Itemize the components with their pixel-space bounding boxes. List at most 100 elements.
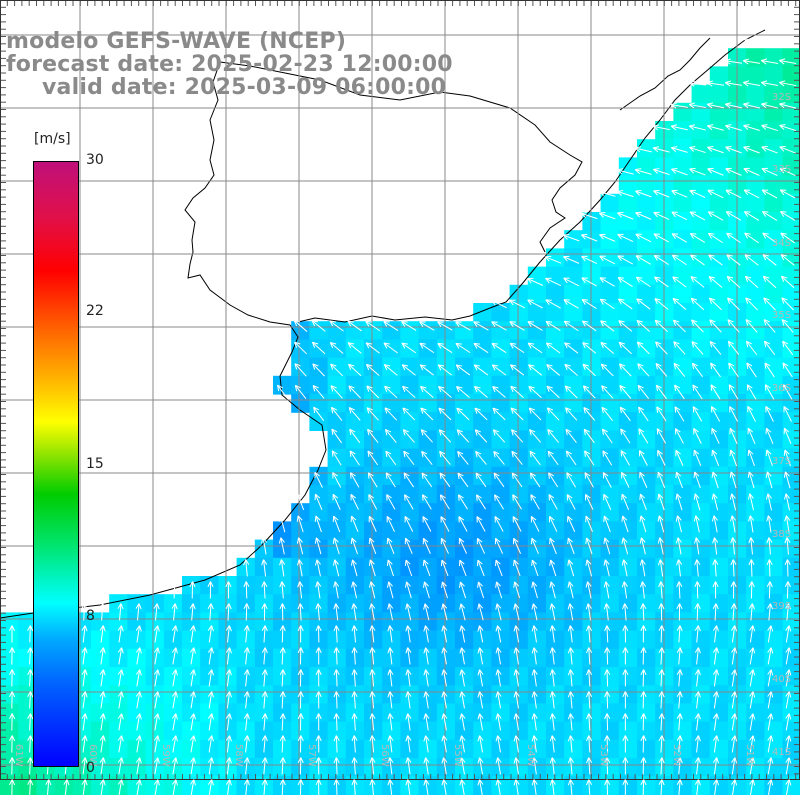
wind-arrow — [45, 779, 52, 797]
wind-arrow — [405, 757, 412, 775]
wind-speed-cell — [655, 121, 674, 140]
wind-speed-cell — [691, 375, 711, 395]
wind-speed-cell — [309, 412, 329, 431]
wind-speed-cell — [782, 84, 800, 104]
wind-arrow — [655, 341, 668, 355]
wind-arrow — [603, 559, 610, 577]
wind-speed-cell — [473, 521, 492, 541]
wind-speed-cell — [418, 412, 438, 431]
wind-arrow — [311, 320, 326, 332]
wind-arrow — [567, 691, 574, 709]
wind-arrow — [711, 515, 718, 533]
wind-speed-cell — [709, 139, 729, 158]
wind-arrow — [438, 429, 452, 443]
wind-arrow — [189, 713, 196, 731]
wind-speed-cell — [637, 703, 656, 723]
wind-arrow — [707, 211, 724, 221]
wind-arrow — [549, 779, 556, 797]
wind-speed-cell — [618, 557, 638, 577]
wind-speed-cell — [546, 466, 565, 486]
wind-arrow — [494, 537, 504, 554]
wind-arrow — [171, 779, 178, 797]
wind-arrows — [8, 36, 797, 797]
longitude-label: 61W — [13, 744, 24, 767]
wind-speed-cell — [400, 375, 420, 395]
wind-speed-cell — [455, 321, 474, 340]
wind-arrow — [473, 342, 489, 354]
wind-speed-cell — [582, 248, 602, 268]
wind-arrow — [708, 254, 723, 266]
wind-speed-cell — [345, 594, 365, 613]
wind-speed-cell — [91, 630, 110, 650]
wind-arrow — [749, 757, 756, 775]
wind-speed-cell — [327, 412, 347, 431]
wind-arrow — [640, 735, 647, 753]
wind-arrow — [477, 647, 484, 665]
wind-arrow — [81, 735, 88, 753]
wind-arrow — [639, 493, 647, 511]
colorbar — [33, 161, 79, 767]
wind-arrow — [694, 581, 701, 599]
wind-arrow — [423, 625, 430, 643]
wind-speed-cell — [182, 703, 201, 723]
wind-speed-cell — [746, 412, 765, 431]
wind-arrow — [727, 319, 740, 333]
wind-arrow — [153, 779, 160, 797]
latitude-label: 38S — [772, 529, 791, 540]
wind-arrow — [547, 428, 560, 443]
wind-speed-cell — [637, 576, 656, 595]
wind-speed-cell — [746, 248, 765, 268]
wind-speed-cell — [709, 212, 729, 231]
wind-arrow — [691, 362, 704, 378]
wind-speed-cell — [637, 375, 656, 395]
wind-arrow — [456, 429, 470, 443]
wind-speed-cell — [764, 612, 784, 632]
wind-arrow — [495, 647, 502, 665]
wind-speed-cell — [254, 539, 274, 559]
wind-arrow — [459, 625, 466, 643]
wind-arrow — [491, 364, 507, 376]
wind-arrow — [634, 146, 652, 153]
wind-speed-cell — [364, 394, 383, 413]
wind-arrow — [405, 713, 412, 731]
wind-arrow — [712, 559, 719, 577]
wind-arrow — [580, 212, 598, 220]
wind-speed-cell — [637, 557, 656, 577]
wind-arrow — [639, 537, 646, 555]
wind-speed-cell — [764, 630, 784, 650]
wind-speed-cell — [618, 448, 638, 468]
wind-arrow — [117, 735, 124, 753]
wind-arrow — [603, 515, 611, 533]
wind-speed-cell — [364, 412, 383, 431]
wind-arrow — [351, 603, 358, 621]
wind-speed-cell — [382, 758, 401, 777]
wind-speed-cell — [127, 739, 147, 759]
wind-speed-cell — [418, 466, 438, 486]
wind-speed-cell — [527, 339, 547, 359]
wind-speed-cell — [655, 521, 674, 541]
wind-speed-cell — [527, 648, 547, 668]
wind-arrow — [672, 297, 687, 310]
wind-arrow — [546, 385, 560, 399]
wind-speed-cell — [655, 576, 674, 595]
wind-speed-cell — [782, 121, 800, 140]
wind-arrow — [653, 211, 670, 221]
wind-arrow — [531, 713, 538, 731]
wind-arrow — [476, 559, 485, 577]
wind-speed-cell — [673, 248, 693, 268]
wind-arrow — [618, 298, 633, 310]
wind-speed-cell — [655, 758, 674, 777]
wind-arrow — [725, 145, 742, 154]
wind-speed-cell — [564, 321, 583, 340]
wind-arrow — [744, 232, 759, 244]
wind-speed-cell — [400, 612, 420, 632]
wind-arrow — [709, 319, 722, 333]
wind-speed-cell — [473, 485, 492, 504]
wind-speed-cell — [600, 284, 620, 304]
wind-speed-cell — [655, 594, 674, 613]
wind-arrow — [509, 342, 525, 354]
wind-speed-cell — [709, 630, 729, 650]
wind-arrow — [600, 363, 614, 377]
wind-arrow — [531, 669, 538, 687]
wind-speed-cell — [418, 594, 438, 613]
